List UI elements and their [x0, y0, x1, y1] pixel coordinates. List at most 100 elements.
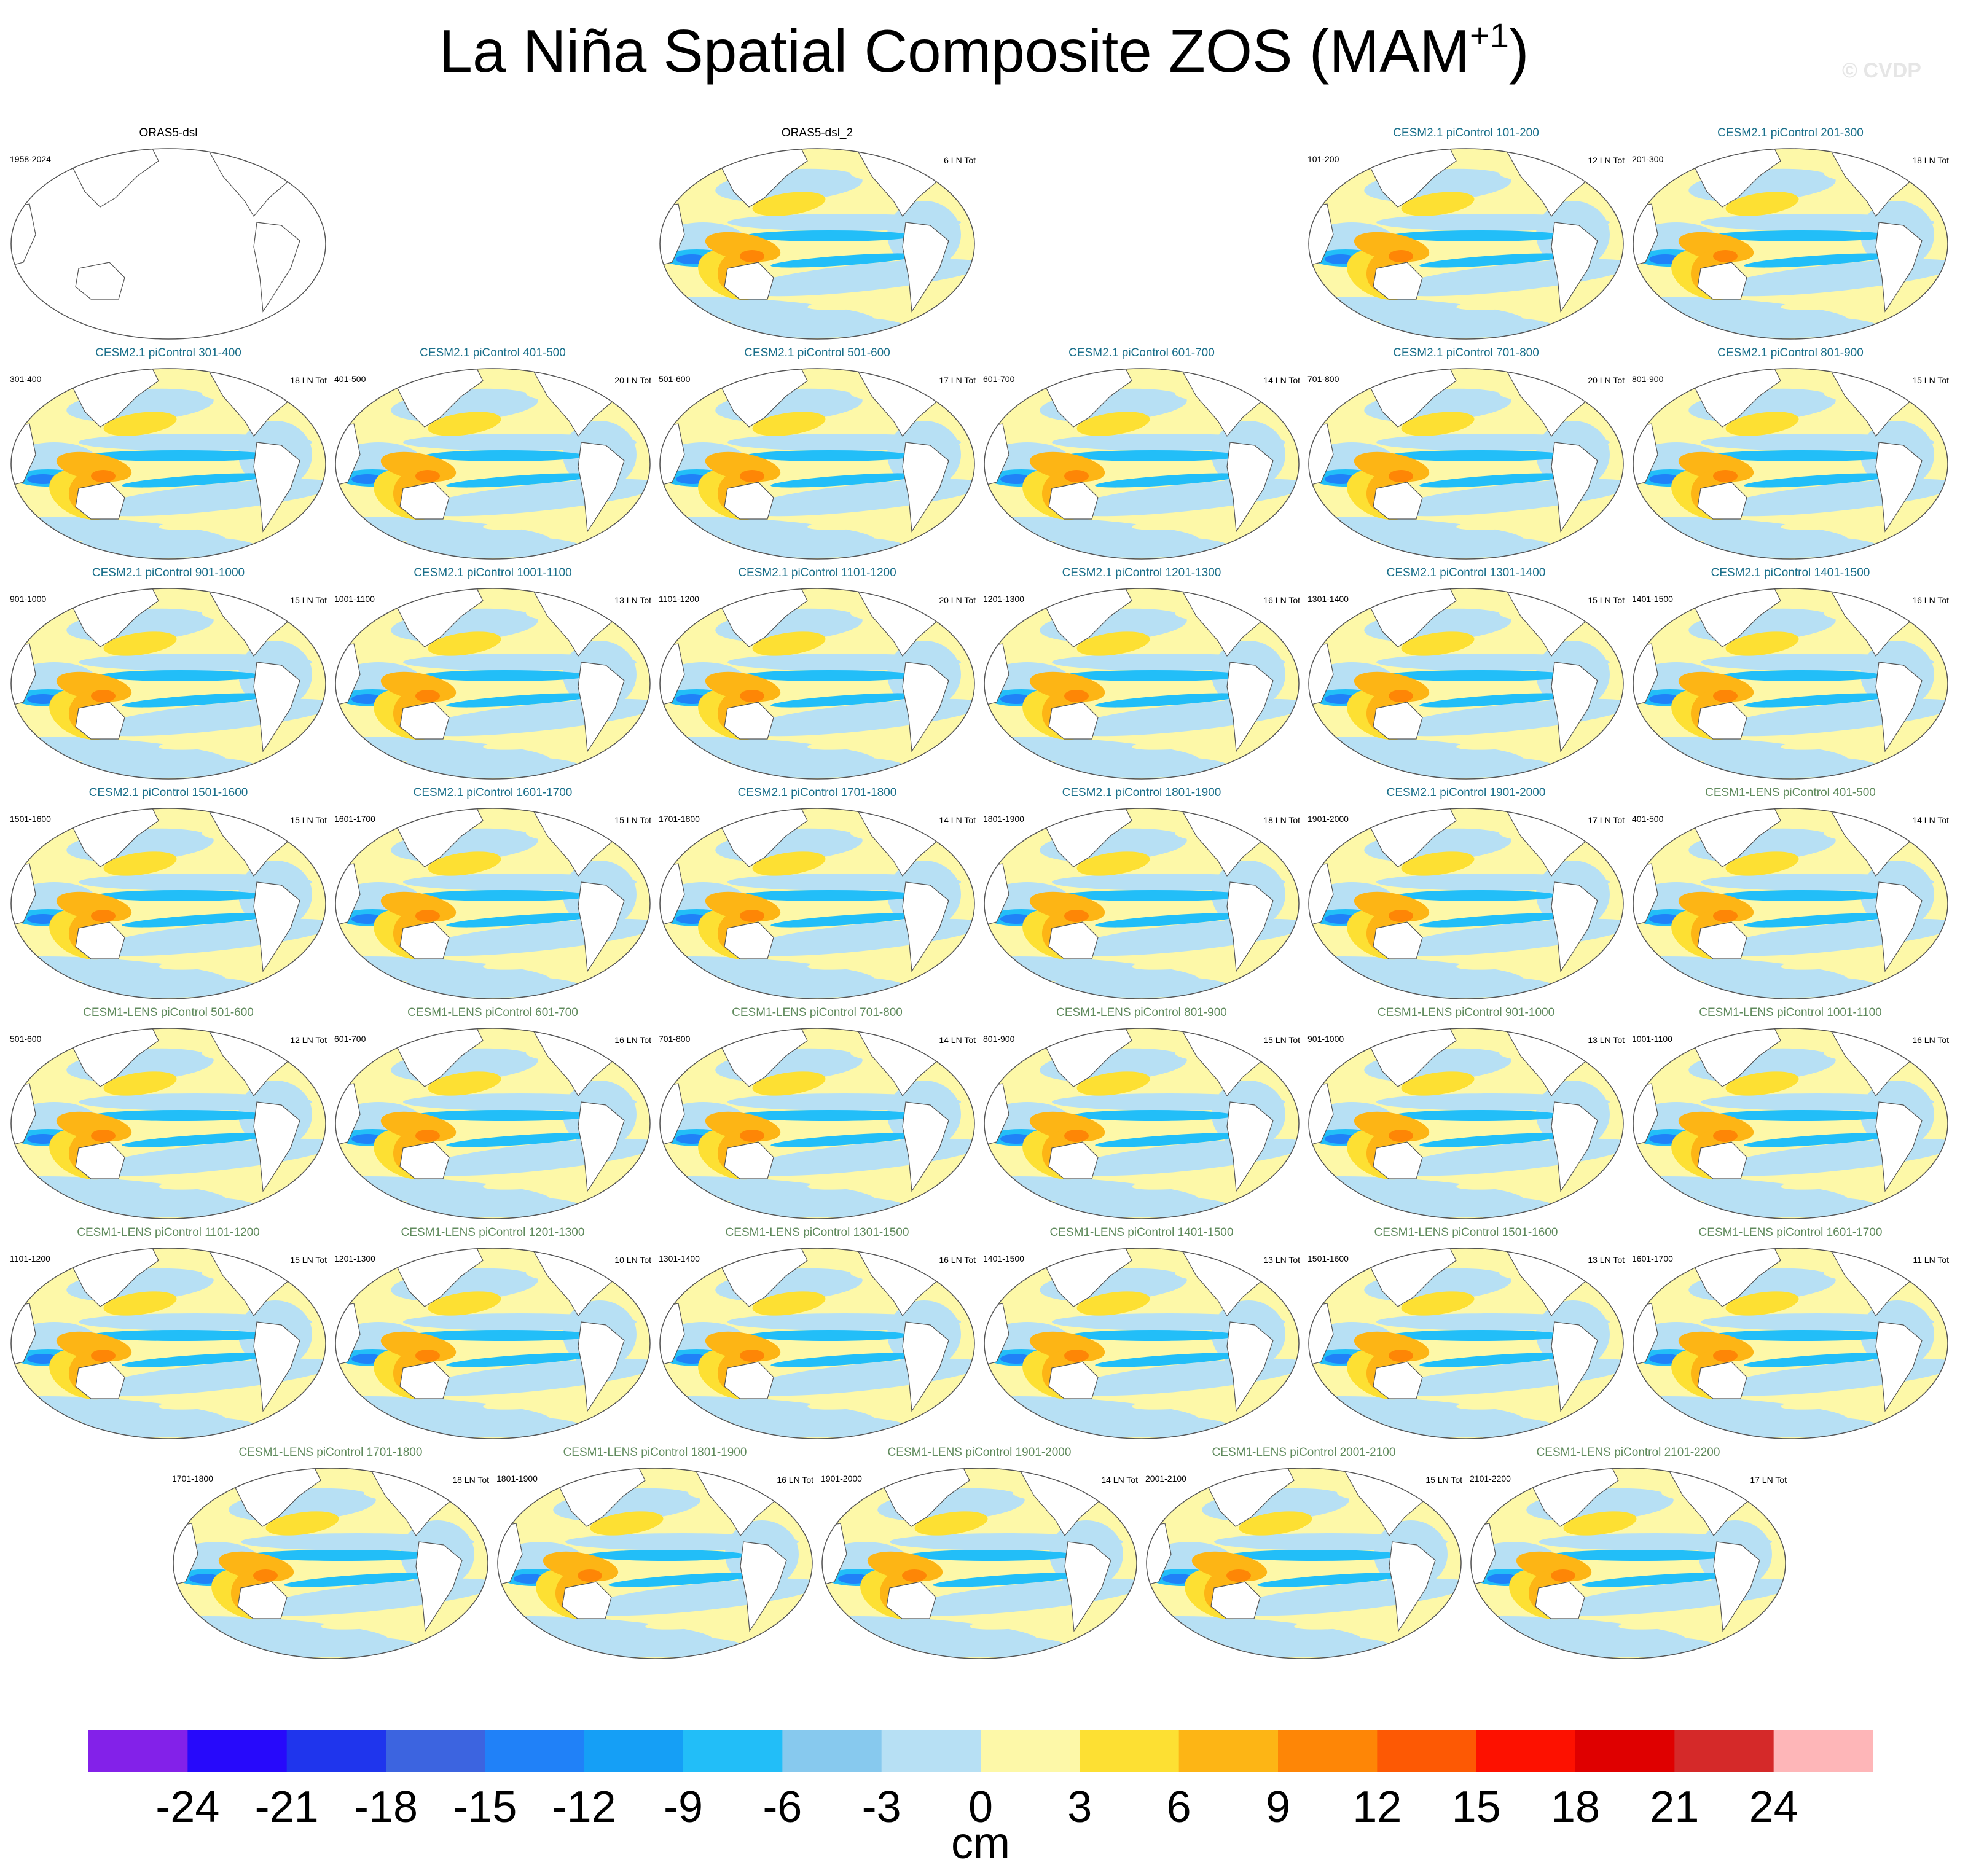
colorbar-tick-label: -21 — [255, 1783, 319, 1832]
africa-landmass — [1633, 643, 1658, 706]
anomaly-contour — [397, 536, 581, 558]
south-america-landmass — [1875, 881, 1923, 972]
south-america-landmass — [253, 1321, 300, 1412]
asia-landmass — [396, 808, 484, 867]
australia-landmass — [1048, 482, 1099, 520]
panel-count-label: 20 LN Tot — [614, 375, 651, 385]
australia-landmass — [1210, 1581, 1261, 1619]
anomaly-contour — [1456, 1394, 1567, 1410]
anomaly-contour — [752, 631, 826, 656]
anomaly-contour — [721, 975, 906, 998]
map-border — [335, 368, 651, 560]
panel-count-label: 13 LN Tot — [614, 595, 651, 605]
anomaly-contour — [1228, 1550, 1403, 1561]
map-panel: CESM1-LENS piControl 2001-2100 2001-2100 1… — [1145, 1446, 1462, 1659]
anomaly-contour — [1062, 670, 1244, 681]
zos-field — [335, 588, 650, 779]
south-america-landmass — [1226, 442, 1274, 533]
zos-field — [660, 149, 974, 339]
anomaly-contour — [1456, 514, 1567, 530]
colorbar-tick-label: 21 — [1650, 1783, 1699, 1832]
anomaly-contour — [415, 1130, 440, 1142]
panel-count-label: 16 LN Tot — [1263, 595, 1300, 605]
anomaly-contour — [1370, 1415, 1554, 1437]
map-border — [1633, 368, 1948, 560]
anomaly-contour — [1563, 1511, 1637, 1536]
africa-landmass — [1147, 1523, 1172, 1585]
australia-landmass — [75, 921, 125, 959]
anomaly-contour — [1389, 1350, 1413, 1362]
figure-title-text: La Niña Spatial Composite ZOS (MAM — [439, 17, 1470, 85]
colorbar-swatch — [1080, 1730, 1180, 1772]
africa-landmass — [11, 203, 36, 266]
anomaly-contour — [1064, 910, 1089, 922]
anomaly-contour — [1132, 1394, 1242, 1410]
africa-landmass — [1309, 863, 1334, 926]
anomaly-contour — [1744, 913, 1891, 928]
panel-period-label: 901-1000 — [10, 594, 46, 604]
map-border — [497, 1468, 813, 1659]
africa-landmass — [1633, 1303, 1658, 1366]
panel-period-label: 1101-1200 — [659, 594, 699, 604]
australia-landmass — [1373, 482, 1423, 520]
panel-title: CESM1-LENS piControl 1101-1200 — [77, 1226, 259, 1239]
map-border — [984, 588, 1300, 780]
map-border — [1633, 1248, 1948, 1439]
anomaly-contour — [740, 1350, 764, 1362]
zos-field — [11, 1028, 326, 1219]
africa-landmass — [1309, 1083, 1334, 1146]
anomaly-contour — [1549, 1550, 1731, 1561]
map-panel: CESM1-LENS piControl 1401-1500 1401-1500 1… — [983, 1226, 1300, 1439]
panel-title: CESM2.1 piControl 601-700 — [1068, 346, 1215, 359]
anomaly-contour — [770, 473, 918, 488]
anomaly-contour — [1370, 1195, 1554, 1217]
south-america-landmass — [1551, 662, 1598, 752]
australia-landmass — [399, 921, 450, 959]
colorbar-swatch — [981, 1730, 1080, 1772]
panel-title: CESM2.1 piControl 501-600 — [744, 346, 890, 359]
map-panel: CESM1-LENS piControl 1001-1100 1001-1100 1… — [1632, 1006, 1949, 1219]
panel-period-label: 1901-2000 — [821, 1474, 862, 1483]
africa-landmass — [11, 423, 36, 486]
panel-period-label: 2001-2100 — [1145, 1474, 1186, 1483]
cvdp-watermark: © CVDP — [1842, 59, 1921, 82]
anomaly-contour — [1401, 1291, 1475, 1316]
africa-landmass — [11, 1083, 36, 1146]
anomaly-contour — [1695, 756, 1879, 778]
australia-landmass — [1535, 1581, 1585, 1619]
anomaly-contour — [1257, 1573, 1405, 1587]
zos-field — [1309, 149, 1623, 339]
anomaly-contour — [100, 670, 260, 681]
australia-landmass — [75, 262, 125, 300]
anomaly-contour — [415, 470, 440, 482]
africa-landmass — [660, 423, 685, 486]
map-border — [10, 368, 326, 560]
asia-landmass — [72, 588, 159, 647]
anomaly-contour — [1064, 690, 1089, 702]
africa-landmass — [984, 1303, 1009, 1366]
panel-title: CESM1-LENS piControl 1801-1900 — [563, 1446, 747, 1459]
anomaly-contour — [103, 1291, 177, 1316]
map-border — [984, 368, 1300, 560]
australia-landmass — [1048, 921, 1099, 959]
map-border — [984, 1028, 1300, 1219]
panel-count-label: 20 LN Tot — [939, 595, 976, 605]
colorbar-swatch — [1674, 1730, 1774, 1772]
anomaly-contour — [1132, 1174, 1242, 1190]
panel-count-label: 10 LN Tot — [614, 1255, 651, 1265]
asia-landmass — [1045, 1028, 1132, 1087]
colorbar-swatch — [485, 1730, 585, 1772]
anomaly-contour — [122, 1133, 269, 1147]
panel-title: CESM2.1 piControl 701-800 — [1393, 346, 1539, 359]
africa-landmass — [1309, 203, 1334, 266]
anomaly-contour — [122, 913, 269, 928]
map-border — [1308, 148, 1624, 340]
anomaly-contour — [73, 536, 257, 558]
anomaly-contour — [397, 756, 581, 778]
asia-landmass — [72, 1028, 159, 1087]
map-panel: CESM1-LENS piControl 501-600 501-600 12 LN… — [10, 1006, 327, 1219]
map-panel: CESM2.1 piControl 1001-1100 1001-1100 13 L… — [334, 566, 651, 780]
panel-count-label: 15 LN Tot — [614, 815, 651, 825]
panel-title: CESM1-LENS piControl 1601-1700 — [1699, 1226, 1883, 1239]
anomaly-contour — [1370, 756, 1554, 778]
